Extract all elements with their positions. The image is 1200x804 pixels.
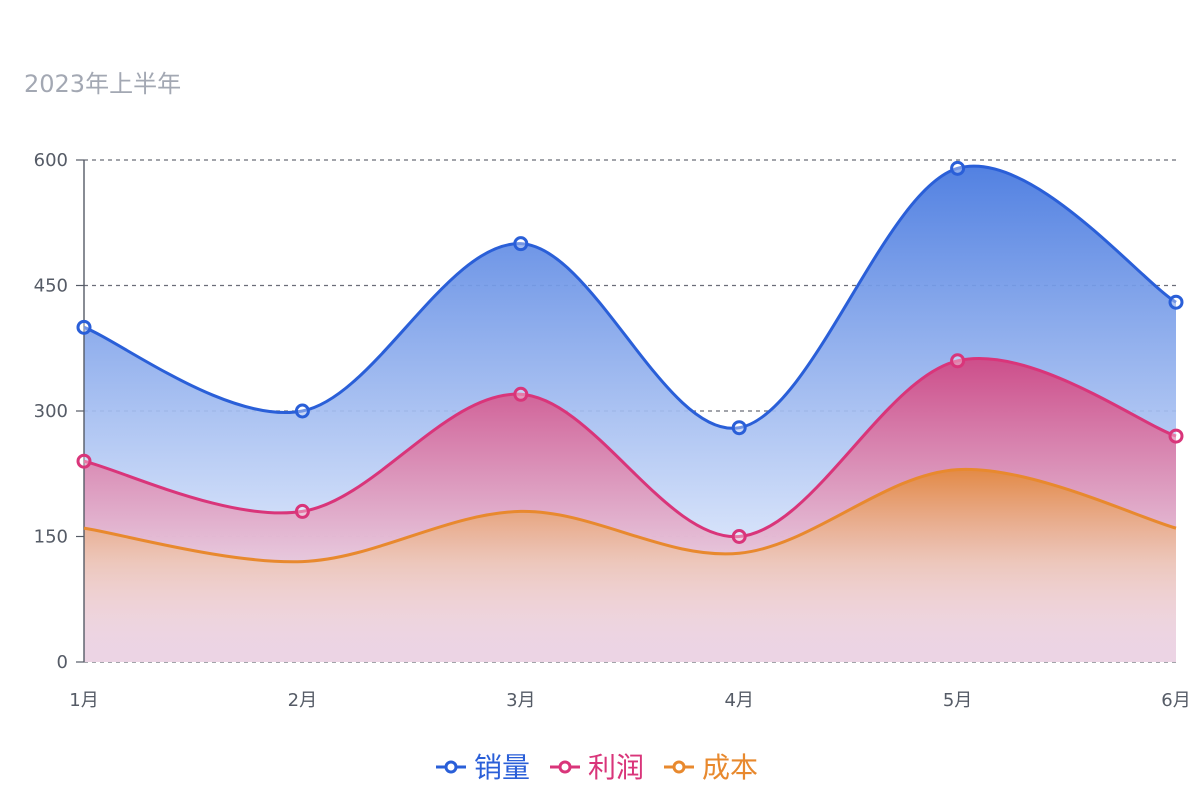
legend-item[interactable]: 成本 [664,751,758,784]
data-point[interactable] [513,236,529,252]
legend-label: 成本 [702,751,758,784]
series-line-2 [83,467,1177,564]
series-line-0 [83,164,1177,430]
data-point[interactable] [731,529,747,544]
data-point[interactable] [731,420,747,436]
y-tick-label: 0 [57,652,68,673]
data-point[interactable] [1168,428,1184,444]
series-line-1 [83,357,1177,539]
x-tick-label: 6月 [1161,690,1190,711]
area-fill-2 [84,469,1176,662]
y-tick-label: 600 [34,150,68,171]
x-tick-label: 4月 [724,690,753,711]
data-point[interactable] [513,386,529,402]
legend-label: 销量 [474,751,530,784]
data-point[interactable] [950,160,966,176]
data-point[interactable] [76,453,92,469]
x-tick-label: 1月 [69,690,98,711]
data-point[interactable] [1168,294,1184,310]
y-tick-label: 450 [34,276,68,297]
legend-marker [558,760,572,774]
y-tick-label: 150 [34,527,68,548]
legend-item[interactable]: 利润 [550,751,644,784]
chart-subtitle: 2023年上半年 [24,70,181,98]
x-tick-label: 3月 [506,690,535,711]
series-lines [83,164,1177,564]
y-tick-label: 300 [34,401,68,422]
legend-marker [444,760,458,774]
legend-item[interactable]: 销量 [436,751,530,784]
legend: 销量 利润 成本 [436,751,758,784]
axes: 0 150 300 450 600 1月 2月 3月 4月 5月 6月 [34,150,1191,711]
area-fills [84,166,1176,662]
data-point[interactable] [294,403,310,419]
x-tick-label: 2月 [288,690,317,711]
legend-marker [672,760,686,774]
data-point[interactable] [76,319,92,335]
x-tick-label: 5月 [943,690,972,711]
series-markers [76,160,1184,544]
data-point[interactable] [950,353,966,369]
legend-label: 利润 [588,751,644,784]
data-point[interactable] [294,503,310,519]
